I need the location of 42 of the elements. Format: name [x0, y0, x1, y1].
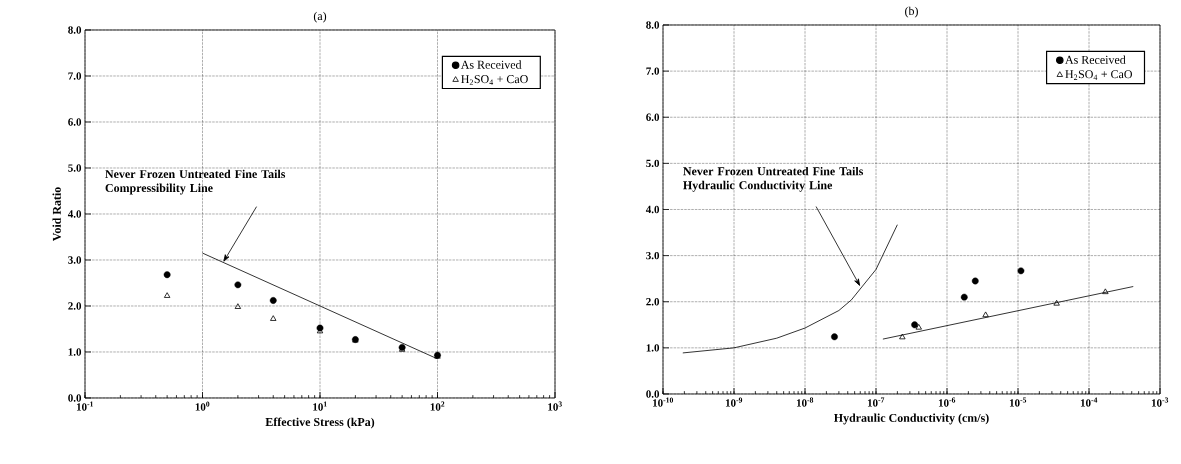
- legend-label: H$_{2}$SO$_{4}$ + CaO: [461, 75, 528, 85]
- x-tick-label: 10$^{-8}$: [796, 397, 814, 407]
- y-tick-label: 3.0: [646, 251, 660, 260]
- x-tick-label: 10$^{2}$: [430, 401, 445, 411]
- y-tick-label: 7.0: [68, 72, 82, 80]
- annotation: Never Frozen Untreated Fine Tails Compressibility Line: [105, 169, 286, 195]
- legend-label: As Received: [1065, 55, 1126, 64]
- y-tick-label: 5.0: [68, 164, 82, 172]
- y-tick-label: 0.0: [68, 394, 82, 402]
- chart-title: (a): [313, 11, 327, 23]
- x-tick-label: 10$^{-5}$: [1009, 397, 1027, 407]
- y-tick-label: 3.0: [68, 256, 82, 264]
- y-tick-label: 2.0: [68, 302, 82, 310]
- y-tick-label: 8.0: [646, 21, 660, 29]
- y-tick-label: 1.0: [646, 344, 660, 352]
- y-tick-label: 4.0: [645, 205, 660, 214]
- x-tick-label: 10$^{-3}$: [1151, 397, 1169, 407]
- x-tick-label: 10$^{-7}$: [867, 397, 885, 407]
- x-tick-label: 10$^{-4}$: [1080, 397, 1098, 407]
- x-tick-label: 10$^{-10}$: [653, 397, 674, 407]
- y-axis-title: Void Ratio: [52, 187, 61, 242]
- y-tick-label: 5.0: [646, 159, 660, 168]
- y-tick-label: 1.0: [68, 348, 82, 356]
- chart-title: (b): [905, 6, 918, 18]
- x-tick-label: 10$^{1}$: [313, 401, 327, 411]
- legend-label: As Received: [460, 60, 522, 69]
- y-tick-label: 0.0: [646, 390, 660, 398]
- x-tick-label: 10$^{3}$: [548, 401, 562, 411]
- y-tick-label: 2.0: [646, 298, 660, 306]
- y-tick-label: 8.0: [68, 26, 82, 34]
- x-axis-title: Hydraulic Conductivity (cm/s): [834, 413, 989, 425]
- y-tick-label: 6.0: [646, 113, 660, 121]
- annotation: Never Frozen Untreated Fine Tails Hydraulic Conductivity Line: [683, 166, 864, 192]
- x-tick-label: 10$^{-1}$: [76, 401, 94, 411]
- y-tick-label: 7.0: [646, 67, 660, 75]
- x-axis-title: Effective Stress (kPa): [265, 417, 375, 429]
- y-tick-label: 6.0: [68, 118, 82, 126]
- x-tick-label: 10$^{-9}$: [725, 397, 743, 407]
- y-tick-label: 4.0: [67, 210, 82, 218]
- x-tick-label: 10$^{0}$: [195, 401, 210, 411]
- legend-label: H$_{2}$SO$_{4}$ + CaO: [1065, 70, 1132, 80]
- x-tick-label: 10$^{-6}$: [938, 397, 956, 407]
